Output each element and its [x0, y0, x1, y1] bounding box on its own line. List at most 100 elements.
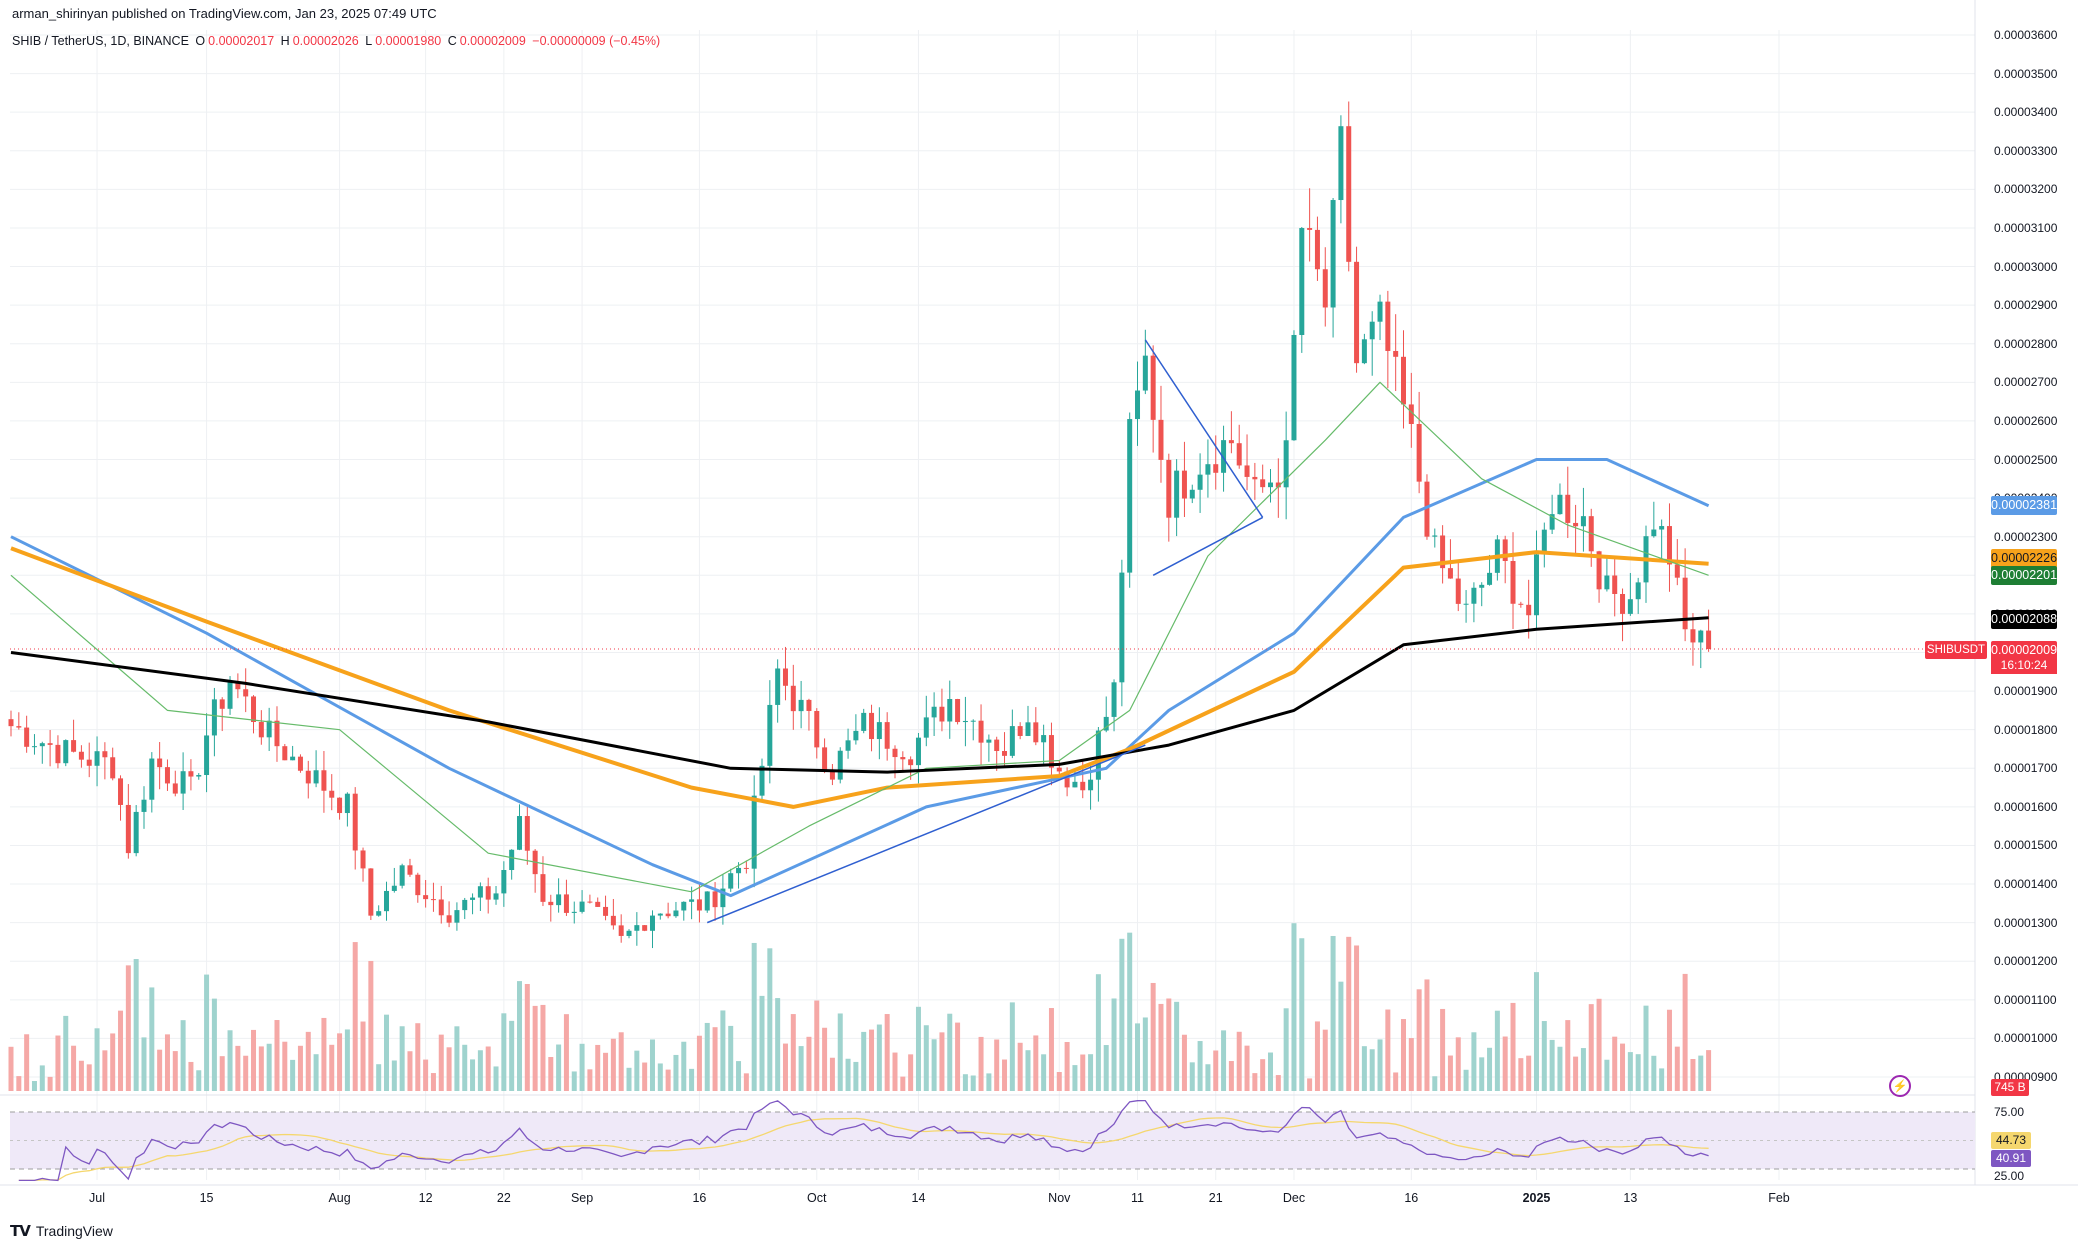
candle-body [869, 712, 875, 740]
candle-body [235, 682, 241, 690]
volume-bar [462, 1044, 468, 1091]
volume-bar [188, 1061, 194, 1091]
volume-bar [994, 1039, 1000, 1091]
volume-bar [837, 1013, 843, 1091]
volume-bar [806, 1036, 812, 1091]
volume-bar [1307, 1078, 1313, 1091]
candle-body [994, 739, 1000, 751]
volume-bar [313, 1054, 319, 1091]
candle-body [775, 668, 781, 705]
x-tick-label: 2025 [1522, 1191, 1551, 1205]
candle-body [751, 795, 757, 869]
candle-body [1400, 356, 1406, 405]
x-tick-label: Nov [1048, 1191, 1071, 1205]
y-tick-label: 0.00001300 [1994, 915, 2058, 930]
candle-body [219, 699, 225, 709]
candle-body [759, 765, 765, 796]
candle-body [978, 720, 984, 743]
candle-body [798, 699, 804, 712]
volume-bar [947, 1013, 953, 1091]
candle-body [1033, 722, 1039, 743]
candle-body [861, 712, 867, 731]
candle-body [290, 756, 296, 761]
candle-body [188, 771, 194, 777]
volume-bar [172, 1051, 178, 1091]
volume-bar [1330, 935, 1336, 1091]
candle-body [1627, 599, 1633, 614]
volume-bar [1447, 1055, 1453, 1091]
lightning-icon[interactable]: ⚡ [1889, 1075, 1911, 1097]
volume-bar [1033, 1035, 1039, 1091]
y-tick-label: 0.00001500 [1994, 838, 2058, 853]
candle-body [1557, 494, 1563, 515]
candle-body [251, 696, 257, 723]
volume-bar [1620, 1043, 1626, 1091]
candle-body [391, 885, 397, 891]
volume-bar [704, 1022, 710, 1091]
volume-bar [814, 1000, 820, 1091]
legend-symbol[interactable]: SHIB / TetherUS, 1D, BINANCE [12, 34, 189, 48]
volume-bar [344, 1029, 350, 1091]
legend-high-value: 0.00002026 [292, 34, 359, 48]
candle-body [516, 816, 522, 850]
volume-bar [329, 1044, 335, 1091]
candle-body [563, 894, 569, 913]
y-tick-label: 0.00003400 [1994, 105, 2058, 120]
volume-bar [1455, 1037, 1461, 1091]
candle-body [1221, 440, 1227, 473]
candle-body [1189, 489, 1195, 499]
y-tick-label: 0.00002500 [1994, 452, 2058, 467]
volume-bar [790, 1014, 796, 1091]
candle-body [133, 811, 139, 854]
y-tick-label: 0.00002900 [1994, 298, 2058, 313]
volume-bar [556, 1044, 562, 1091]
volume-bar [1518, 1058, 1524, 1091]
y-tick-label: 0.00002600 [1994, 413, 2058, 428]
candle-body [454, 910, 460, 923]
volume-bar [1432, 1076, 1438, 1091]
candle-body [649, 915, 655, 931]
volume-bar [516, 981, 522, 1091]
candle-body [258, 722, 264, 738]
rsi-upper-label: 75.00 [1994, 1105, 2024, 1119]
candle-body [1635, 582, 1641, 600]
volume-bar [454, 1026, 460, 1091]
candle-body [149, 758, 155, 800]
candle-body [571, 911, 577, 913]
legend-open-value: 0.00002017 [208, 34, 275, 48]
volume-bar [970, 1075, 976, 1091]
volume-bar [696, 1035, 702, 1091]
candle-body [1580, 516, 1586, 527]
volume-bar [399, 1026, 405, 1091]
volume-bar [775, 998, 781, 1091]
volume-bar [446, 1047, 452, 1091]
x-tick-label: 13 [1623, 1191, 1638, 1205]
volume-bar [1674, 1046, 1680, 1091]
volume-bar [1205, 1064, 1211, 1091]
candle-body [1690, 629, 1696, 643]
volume-bar [1048, 1008, 1054, 1091]
volume-bar [493, 1066, 499, 1091]
volume-bar [962, 1074, 968, 1091]
candle-body [595, 901, 601, 907]
volume-bar [931, 1039, 937, 1091]
candle-body [1674, 564, 1680, 578]
volume-bar [728, 1025, 734, 1091]
candle-body [1291, 334, 1297, 441]
rsi-ma-tag: 44.73 [1991, 1132, 2031, 1149]
candle-body [243, 689, 249, 697]
volume-bar [407, 1051, 413, 1091]
volume-bar [337, 1033, 343, 1091]
volume-bar [1064, 1042, 1070, 1091]
candle-body [1197, 474, 1203, 490]
candle-body [1385, 301, 1391, 351]
volume-bar [1252, 1073, 1258, 1091]
candle-body [1213, 464, 1219, 473]
trendline [1152, 516, 1264, 576]
volume-bar [1080, 1054, 1086, 1091]
rsi-lower-label: 25.00 [1994, 1169, 2024, 1183]
candle-body [1447, 568, 1453, 579]
volume-bar [1612, 1036, 1618, 1091]
volume-bar [1283, 1008, 1289, 1091]
